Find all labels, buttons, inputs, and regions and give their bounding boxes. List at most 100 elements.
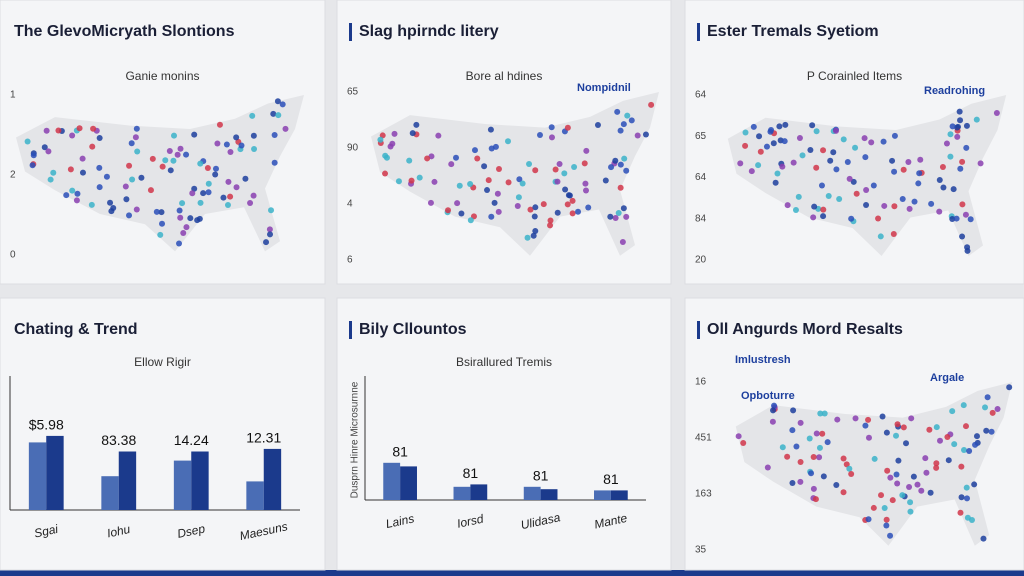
map-dot xyxy=(504,138,511,145)
map-dot xyxy=(431,178,438,185)
map-dot xyxy=(565,192,572,199)
map-dot xyxy=(790,159,797,166)
axis-label: 1 xyxy=(10,90,16,101)
map-dot xyxy=(973,433,980,440)
x-tick-label: Iorsd xyxy=(456,512,485,531)
map-dot xyxy=(949,123,956,130)
map-dot xyxy=(126,212,133,219)
bar xyxy=(400,466,417,500)
map-dot xyxy=(813,164,820,171)
map-dot xyxy=(569,210,576,217)
map-dot xyxy=(958,494,965,501)
map-dot xyxy=(840,455,847,462)
map-dot xyxy=(614,108,621,115)
map-dot xyxy=(884,467,891,474)
map-dot xyxy=(128,140,135,147)
map-dot xyxy=(790,407,797,414)
bar-group-label: 83.38 xyxy=(101,432,136,448)
map-dot xyxy=(812,496,819,503)
map-dot xyxy=(602,177,609,184)
map-dot xyxy=(205,180,212,187)
map-dot xyxy=(189,190,196,197)
map-dot xyxy=(628,117,635,124)
map-dot xyxy=(808,470,815,477)
map-dot xyxy=(820,213,827,220)
map-dot xyxy=(796,135,803,142)
map-dot xyxy=(275,112,282,119)
map-dot xyxy=(204,164,211,171)
map-dot xyxy=(964,244,971,251)
map-dot xyxy=(435,132,442,139)
map-dot xyxy=(242,175,249,182)
map-dot xyxy=(267,231,274,238)
map-dot xyxy=(73,197,80,204)
map-dot xyxy=(561,170,568,177)
map-dot xyxy=(852,144,859,151)
map-dot xyxy=(642,131,649,138)
map-dot xyxy=(894,421,901,428)
map-dot xyxy=(793,443,800,450)
map-dot xyxy=(133,125,140,132)
panel: Ester Tremals Syetiom P Corainled Items 64… xyxy=(684,0,1024,285)
map-dot xyxy=(608,164,615,171)
map-dot xyxy=(820,473,827,480)
map-dot xyxy=(619,239,626,246)
map-dot xyxy=(377,136,384,143)
map-dot xyxy=(877,233,884,240)
map-dot xyxy=(416,174,423,181)
map-dot xyxy=(982,404,989,411)
map-dot xyxy=(623,167,630,174)
map-dot xyxy=(917,156,924,163)
map-dot xyxy=(527,206,534,213)
bar-group-label: 81 xyxy=(392,444,408,460)
map-dot xyxy=(813,128,820,135)
map-dot xyxy=(832,127,839,134)
map-dot xyxy=(865,416,872,423)
map-dot xyxy=(957,117,964,124)
map-dot xyxy=(531,213,538,220)
map-dot xyxy=(963,144,970,151)
map-dot xyxy=(967,216,974,223)
map-dot xyxy=(833,481,840,488)
map-dot xyxy=(947,131,954,138)
map-dot xyxy=(50,169,57,176)
map-dot xyxy=(191,131,198,138)
map-dot xyxy=(214,140,221,147)
map-dot xyxy=(530,232,537,239)
map-dot xyxy=(471,147,478,154)
map-dot xyxy=(564,124,571,131)
map-dot xyxy=(848,215,855,222)
axis-label: 163 xyxy=(695,489,712,500)
map-dot xyxy=(887,474,894,481)
map-dot xyxy=(594,122,601,129)
map-dot xyxy=(495,208,502,215)
map-dot xyxy=(585,204,592,211)
map-dot xyxy=(456,182,463,189)
map-dot xyxy=(526,160,533,167)
map-dot xyxy=(453,154,460,161)
map-dot xyxy=(516,176,523,183)
map-shape xyxy=(371,92,659,256)
x-tick-label: Mante xyxy=(593,511,629,532)
map-dot xyxy=(750,123,757,130)
map-dot xyxy=(963,122,970,129)
map-dot xyxy=(865,434,872,441)
legend: Readrohing xyxy=(924,85,985,97)
map-dot xyxy=(871,455,878,462)
map-dot xyxy=(233,184,240,191)
bar xyxy=(594,490,611,500)
map-dot xyxy=(770,140,777,147)
bar xyxy=(523,486,541,500)
map-dot xyxy=(212,171,219,178)
map-dot xyxy=(810,485,817,492)
axis-label: 6 xyxy=(347,255,353,266)
map-dot xyxy=(977,160,984,167)
title-accent xyxy=(697,321,700,339)
map-dot xyxy=(949,215,956,222)
map-dot xyxy=(900,166,907,173)
map-dot xyxy=(763,143,770,150)
map-dot xyxy=(870,182,877,189)
map-dot xyxy=(834,416,841,423)
bar xyxy=(173,460,192,510)
map-dot xyxy=(55,127,62,134)
